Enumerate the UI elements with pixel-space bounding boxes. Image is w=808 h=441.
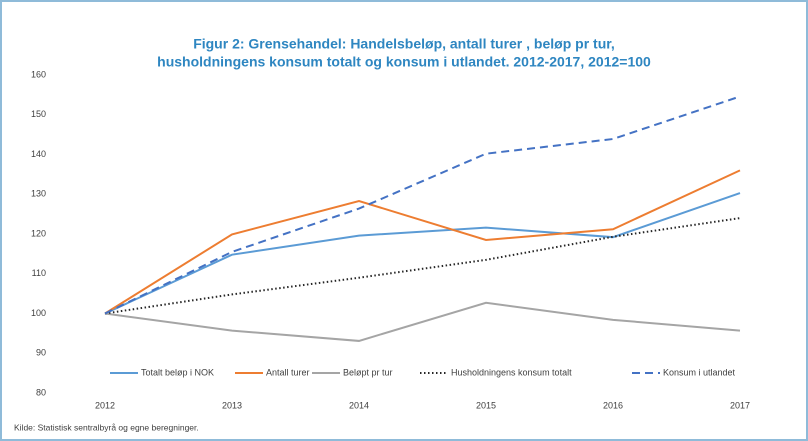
y-tick-label: 130: [31, 189, 46, 199]
y-tick-label: 80: [36, 387, 46, 397]
legend-label: Konsum i utlandet: [663, 367, 736, 377]
legend-label: Antall turer: [266, 367, 310, 377]
series-line: [104, 301, 741, 342]
series-line: [104, 169, 741, 315]
legend-label: Husholdningens konsum totalt: [451, 367, 572, 377]
y-tick-label: 140: [31, 149, 46, 159]
x-tick-label: 2017: [730, 400, 750, 410]
x-tick-label: 2014: [349, 400, 369, 410]
series-line: [104, 95, 741, 315]
chart-title: husholdningens konsum totalt og konsum i…: [157, 54, 651, 70]
legend-label: Beløpt pr tur: [343, 367, 393, 377]
x-tick-label: 2013: [222, 400, 242, 410]
x-tick-label: 2015: [476, 400, 496, 410]
y-tick-label: 110: [32, 268, 46, 278]
x-tick-label: 2016: [603, 400, 623, 410]
series-line: [104, 192, 741, 315]
y-tick-label: 150: [31, 109, 46, 119]
chart-title: Figur 2: Grensehandel: Handelsbeløp, ant…: [193, 36, 615, 52]
y-tick-label: 100: [31, 308, 46, 318]
y-tick-label: 160: [31, 69, 46, 79]
legend-label: Totalt beløp i NOK: [141, 367, 214, 377]
y-tick-label: 90: [36, 348, 46, 358]
series-line: [104, 217, 741, 315]
x-tick-label: 2012: [95, 400, 115, 410]
source-note: Kilde: Statistisk sentralbyrå og egne be…: [14, 422, 199, 432]
y-tick-label: 120: [31, 228, 46, 238]
